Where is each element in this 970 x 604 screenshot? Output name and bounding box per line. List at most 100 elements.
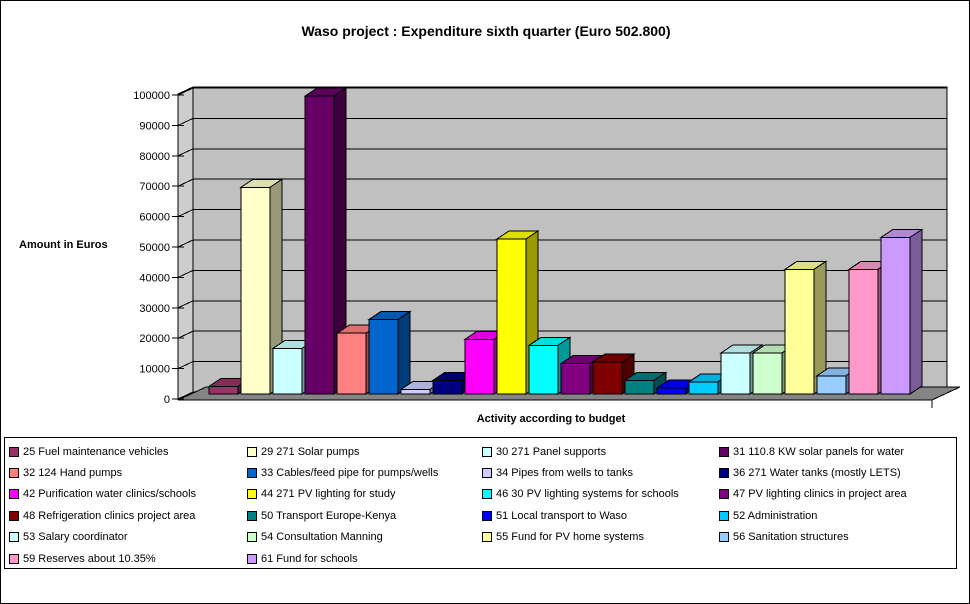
legend-item: 32 124 Hand pumps xyxy=(9,467,247,479)
y-tick-label: 20000 xyxy=(139,333,170,345)
y-tick-label: 70000 xyxy=(139,181,170,193)
legend-item-label: 47 PV lighting clinics in project area xyxy=(733,488,907,501)
legend-item: 50 Transport Europe-Kenya xyxy=(247,510,482,522)
legend-swatch-icon xyxy=(247,553,257,564)
legend-swatch-icon xyxy=(9,532,19,543)
bar-series-19 xyxy=(783,260,828,395)
chart-legend: 25 Fuel maintenance vehicles 29 271 Solar… xyxy=(4,437,957,569)
legend-item-label: 25 Fuel maintenance vehicles xyxy=(23,445,169,458)
legend-item: 55 Fund for PV home systems xyxy=(482,531,719,543)
bar-series-6 xyxy=(367,310,412,395)
bar-series-7 xyxy=(399,380,444,395)
legend-swatch-icon xyxy=(719,446,729,457)
gridline-elbow xyxy=(177,269,194,278)
legend-swatch-icon xyxy=(482,510,492,521)
legend-item: 54 Consultation Manning xyxy=(247,531,482,543)
legend-swatch-icon xyxy=(247,510,257,521)
legend-item: 36 271 Water tanks (mostly LETS) xyxy=(719,467,956,479)
legend-swatch-icon xyxy=(247,446,257,457)
gridline-elbow xyxy=(177,300,194,309)
legend-item: 51 Local transport to Waso xyxy=(482,510,719,522)
legend-item: 53 Salary coordinator xyxy=(9,531,247,543)
legend-swatch-icon xyxy=(482,489,492,500)
legend-swatch-icon xyxy=(482,532,492,543)
y-axis-label: Amount in Euros xyxy=(19,239,108,251)
legend-item-label: 53 Salary coordinator xyxy=(23,531,128,544)
gridline-elbow xyxy=(177,178,194,187)
gridline-elbow xyxy=(177,330,194,339)
legend-item: 61 Fund for schools xyxy=(247,553,482,565)
legend-item: 46 30 PV lighting systems for schools xyxy=(482,488,719,500)
legend-swatch-icon xyxy=(9,446,19,457)
legend-item: 52 Administration xyxy=(719,510,956,522)
y-tick-label: 30000 xyxy=(139,303,170,315)
y-tick-label: 10000 xyxy=(139,364,170,376)
legend-item-label: 51 Local transport to Waso xyxy=(496,509,628,522)
y-tick-label: 40000 xyxy=(139,272,170,284)
bar-series-2 xyxy=(239,178,284,395)
legend-item: 25 Fuel maintenance vehicles xyxy=(9,446,247,458)
legend-item: 30 271 Panel supports xyxy=(482,446,719,458)
legend-item: 34 Pipes from wells to tanks xyxy=(482,467,719,479)
legend-item-label: 34 Pipes from wells to tanks xyxy=(496,467,633,480)
legend-item-label: 48 Refrigeration clinics project area xyxy=(23,509,196,522)
legend-item-label: 42 Purification water clinics/schools xyxy=(23,488,197,501)
x-axis-label: Activity according to budget xyxy=(476,413,626,425)
legend-item: 29 271 Solar pumps xyxy=(247,446,482,458)
chart-title: Waso project : Expenditure sixth quarter… xyxy=(301,23,671,39)
legend-item-label: 59 Reserves about 10.35% xyxy=(23,552,156,565)
bar-series-22 xyxy=(879,228,924,395)
legend-item-label: 54 Consultation Manning xyxy=(261,531,383,544)
legend-swatch-icon xyxy=(719,532,729,543)
legend-swatch-icon xyxy=(719,510,729,521)
legend-item-label: 29 271 Solar pumps xyxy=(261,445,360,458)
y-tick-label: 60000 xyxy=(139,212,170,224)
legend-swatch-icon xyxy=(247,489,257,500)
gridline-elbow xyxy=(177,148,194,157)
legend-item-label: 50 Transport Europe-Kenya xyxy=(261,509,397,522)
gridline-elbow xyxy=(177,361,194,370)
legend-swatch-icon xyxy=(719,468,729,479)
legend-item-label: 33 Cables/feed pipe for pumps/wells xyxy=(261,467,439,480)
legend-swatch-icon xyxy=(482,468,492,479)
legend-swatch-icon xyxy=(9,468,19,479)
legend-item-label: 55 Fund for PV home systems xyxy=(496,531,644,544)
legend-swatch-icon xyxy=(247,532,257,543)
depth-axis-line xyxy=(931,386,961,401)
legend-item-label: 52 Administration xyxy=(733,509,818,522)
legend-item-label: 32 124 Hand pumps xyxy=(23,467,123,480)
legend-item: 31 110.8 KW solar panels for water xyxy=(719,446,956,458)
y-tick-label: 50000 xyxy=(139,242,170,254)
gridline-elbow xyxy=(177,391,194,400)
legend-item-label: 44 271 PV lighting for study xyxy=(261,488,396,501)
legend-swatch-icon xyxy=(719,489,729,500)
legend-item-label: 31 110.8 KW solar panels for water xyxy=(733,445,904,458)
y-tick-label: 0 xyxy=(164,394,170,406)
legend-swatch-icon xyxy=(9,553,19,564)
legend-item: 56 Sanitation structures xyxy=(719,531,956,543)
legend-item: 33 Cables/feed pipe for pumps/wells xyxy=(247,467,482,479)
legend-item-label: 56 Sanitation structures xyxy=(733,531,849,544)
gridline-elbow xyxy=(177,209,194,218)
legend-swatch-icon xyxy=(482,446,492,457)
legend-item-label: 36 271 Water tanks (mostly LETS) xyxy=(733,467,901,480)
legend-item-label: 30 271 Panel supports xyxy=(496,445,607,458)
legend-item-label: 61 Fund for schools xyxy=(261,552,358,565)
gridline-elbow xyxy=(177,117,194,126)
legend-item-label: 46 30 PV lighting systems for schools xyxy=(496,488,679,501)
legend-item: 44 271 PV lighting for study xyxy=(247,488,482,500)
legend-swatch-icon xyxy=(9,489,19,500)
legend-item: 42 Purification water clinics/schools xyxy=(9,488,247,500)
legend-item: 59 Reserves about 10.35% xyxy=(9,553,247,565)
y-tick-label: 90000 xyxy=(139,120,170,132)
gridline-elbow xyxy=(177,239,194,248)
y-tick-label: 100000 xyxy=(133,90,170,102)
legend-swatch-icon xyxy=(247,468,257,479)
y-tick-label: 80000 xyxy=(139,151,170,163)
legend-swatch-icon xyxy=(9,510,19,521)
legend-item: 48 Refrigeration clinics project area xyxy=(9,510,247,522)
gridline-elbow xyxy=(177,87,194,96)
legend-item: 47 PV lighting clinics in project area xyxy=(719,488,956,500)
